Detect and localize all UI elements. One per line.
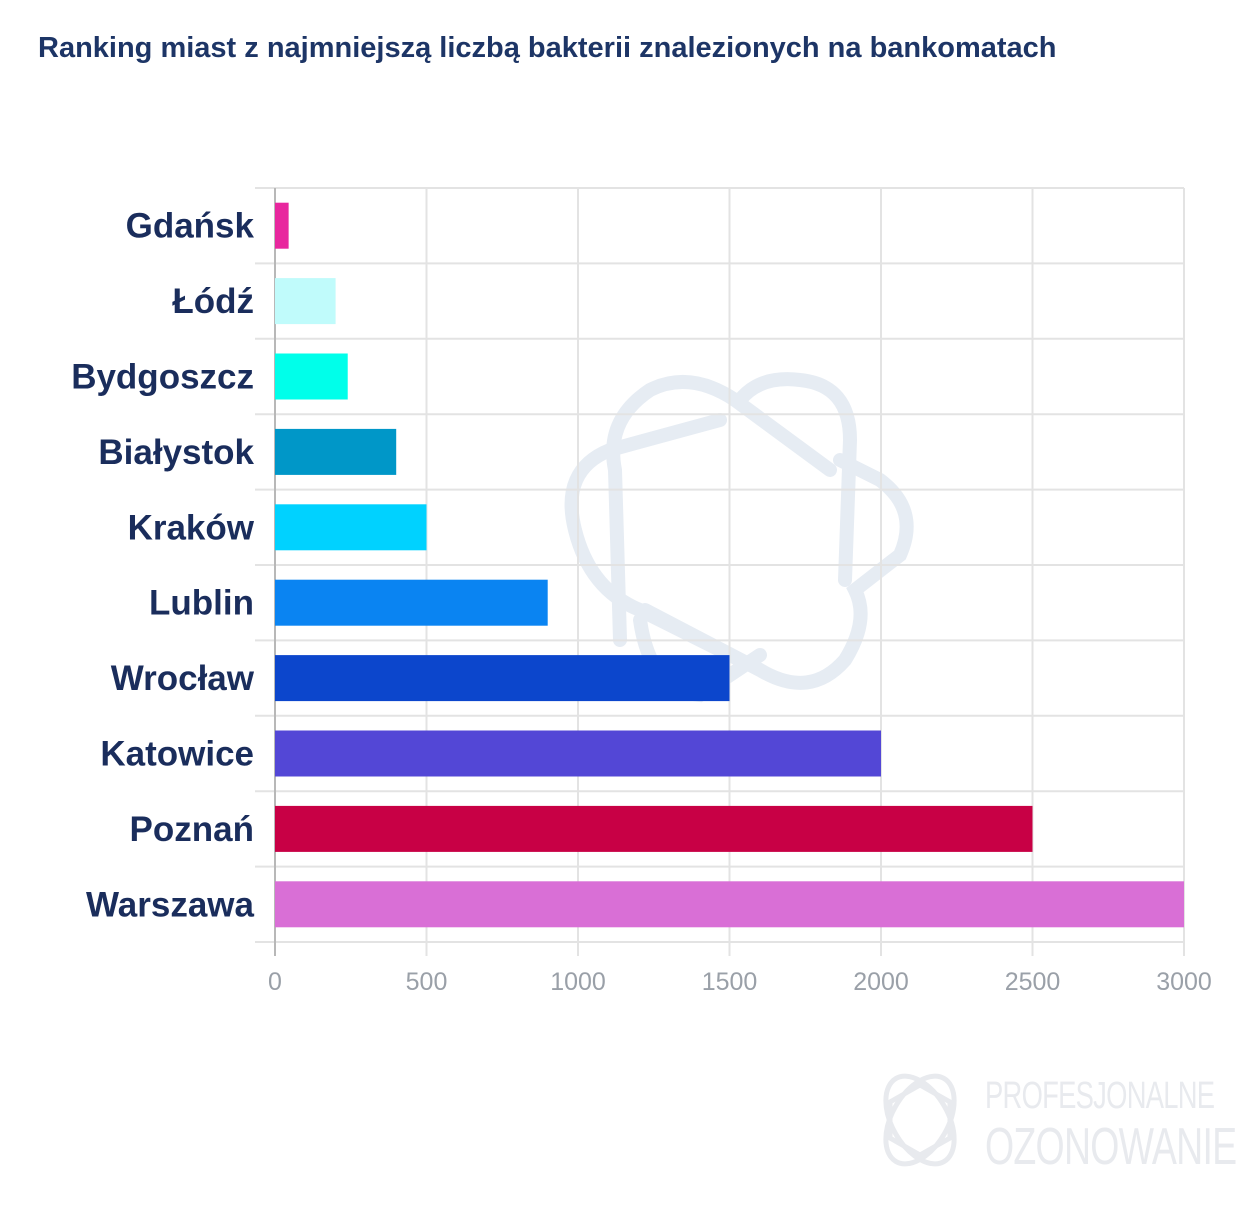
watermark-text: PROFESJONALNE OZONOWANIE (985, 1074, 1237, 1176)
category-label: Warszawa (86, 885, 254, 924)
x-tick-label: 3000 (1156, 968, 1212, 996)
category-label: Gdańsk (126, 207, 255, 246)
category-label: Kraków (128, 508, 255, 547)
bar (275, 202, 289, 249)
bar (275, 428, 397, 475)
x-tick-label: 2000 (853, 968, 909, 996)
x-tick-label: 500 (406, 968, 448, 996)
category-label: Poznań (130, 810, 254, 849)
bar (275, 278, 336, 325)
bar (275, 730, 881, 777)
bar (275, 805, 1033, 852)
category-label: Lublin (149, 584, 254, 623)
bar (275, 655, 730, 702)
watermark-small-logo-icon (883, 1073, 957, 1167)
bar (275, 881, 1184, 928)
x-tick-label: 0 (268, 968, 282, 996)
watermark-line2: OZONOWANIE (985, 1118, 1237, 1176)
bar (275, 353, 348, 400)
category-label: Bydgoszcz (71, 358, 254, 397)
category-label: Katowice (100, 735, 254, 774)
watermark-line1: PROFESJONALNE (985, 1075, 1215, 1117)
category-label: Łódź (172, 282, 254, 321)
bar (275, 579, 548, 626)
category-label: Białystok (98, 433, 254, 472)
x-tick-label: 1500 (702, 968, 758, 996)
chart-title: Ranking miast z najmniejszą liczbą bakte… (38, 32, 1057, 64)
x-tick-label: 1000 (550, 968, 606, 996)
bar (275, 504, 427, 551)
watermark-logo-icon (564, 372, 914, 703)
x-tick-label: 2500 (1005, 968, 1061, 996)
category-label: Wrocław (111, 659, 255, 698)
